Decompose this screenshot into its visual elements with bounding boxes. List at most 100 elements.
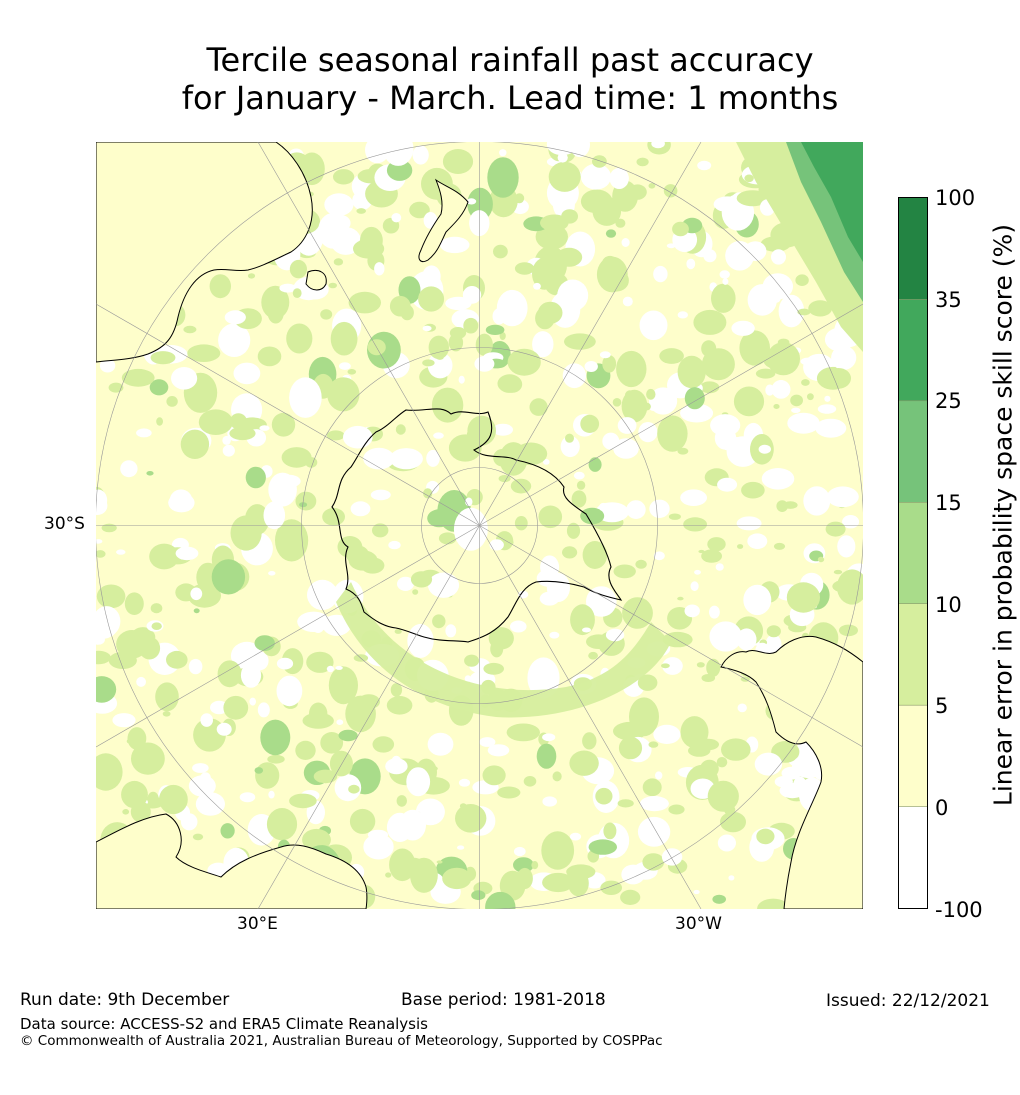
skill-patch (428, 765, 438, 772)
skill-patch (333, 169, 355, 185)
skill-patch (566, 864, 596, 880)
skill-patch (497, 374, 522, 393)
skill-patch (162, 711, 171, 717)
skill-patch (257, 702, 270, 718)
skill-patch (506, 723, 540, 742)
skill-patch (824, 327, 854, 352)
skill-patch (736, 190, 769, 207)
new-zealand-coast (418, 178, 469, 263)
skill-patch (431, 387, 464, 423)
skill-ring-antarctic (336, 582, 671, 718)
skill-patch (96, 539, 103, 544)
colorbar-tick-10: 10 (935, 593, 962, 617)
skill-patch (471, 890, 486, 901)
skill-patch (588, 457, 602, 472)
skill-patch (787, 412, 820, 434)
skill-patch (709, 605, 720, 619)
skill-patch (657, 415, 688, 452)
skill-patch (312, 620, 325, 633)
skill-patch (159, 784, 188, 815)
skill-patch (216, 722, 232, 736)
skill-patch (442, 867, 472, 890)
skill-patch (680, 403, 714, 423)
skill-patch (728, 875, 735, 881)
skill-patch (648, 399, 658, 411)
skill-patch (542, 733, 556, 742)
skill-patch (576, 480, 586, 490)
skill-patch (131, 742, 165, 775)
skill-patch (771, 380, 791, 399)
skill-patch (694, 569, 701, 575)
skill-patch (661, 848, 683, 866)
skill-patch (513, 846, 526, 857)
skill-patch (706, 658, 721, 677)
skill-patch (546, 142, 578, 156)
skill-patch (778, 294, 805, 328)
skill-patch (155, 682, 179, 712)
skill-patch (339, 362, 351, 370)
skill-patch (136, 428, 152, 438)
skill-patch (773, 404, 780, 409)
skill-patch (329, 750, 353, 777)
skill-patch (580, 507, 605, 525)
skill-patch (766, 625, 781, 638)
skill-patch (180, 429, 210, 459)
skill-patch (436, 860, 443, 864)
skill-patch (432, 614, 446, 629)
skill-patch (217, 660, 242, 688)
skill-patch (684, 387, 705, 410)
skill-patch (370, 489, 391, 501)
skill-patch (586, 586, 617, 617)
skill-patch (602, 355, 617, 373)
skill-patch (492, 308, 506, 325)
skill-patch (127, 727, 147, 750)
skill-patch (96, 606, 121, 637)
skill-patch (717, 834, 737, 852)
skill-patch (601, 255, 619, 272)
skill-patch (743, 584, 772, 616)
skill-patch (592, 196, 622, 226)
skill-patch (510, 478, 532, 494)
skill-patch (582, 732, 597, 750)
colorbar-bin (899, 400, 927, 503)
colorbar-tick-5: 5 (935, 694, 949, 718)
skill-patch (385, 758, 408, 775)
skill-patch (586, 634, 611, 649)
skill-patch (445, 624, 457, 638)
colorbar-bin (899, 198, 927, 300)
skill-patch (642, 853, 665, 871)
skill-patch (120, 460, 138, 478)
skill-patch (649, 499, 670, 518)
skill-patch (335, 665, 343, 670)
skill-patch (758, 444, 771, 454)
skill-patch (240, 662, 262, 688)
skill-patch (699, 381, 720, 394)
skill-patch (722, 278, 729, 285)
skill-patch (661, 663, 670, 669)
skill-patch (807, 393, 814, 401)
skill-patch (755, 368, 776, 379)
skill-patch (363, 833, 394, 860)
skill-patch (582, 541, 608, 569)
skill-patch (713, 196, 741, 212)
skill-patch (497, 786, 521, 799)
skill-patch (499, 332, 506, 340)
tasmania-coast (305, 270, 327, 291)
skill-patch (765, 384, 775, 396)
skill-patch (338, 729, 358, 742)
skill-patch (756, 828, 775, 845)
skill-patch (562, 546, 578, 559)
skill-patch (289, 259, 307, 279)
skill-patch (350, 501, 371, 517)
skill-patch (617, 799, 634, 808)
lon-label-30e: 30°E (237, 914, 278, 934)
skill-patch (831, 345, 857, 370)
skill-patch (808, 300, 833, 317)
skill-patch (302, 712, 334, 729)
skill-patch (638, 422, 658, 443)
skill-patch (423, 488, 433, 499)
skill-patch (653, 551, 665, 561)
skill-patch (96, 489, 108, 512)
skill-patch (192, 763, 209, 773)
skill-patch (121, 368, 155, 387)
